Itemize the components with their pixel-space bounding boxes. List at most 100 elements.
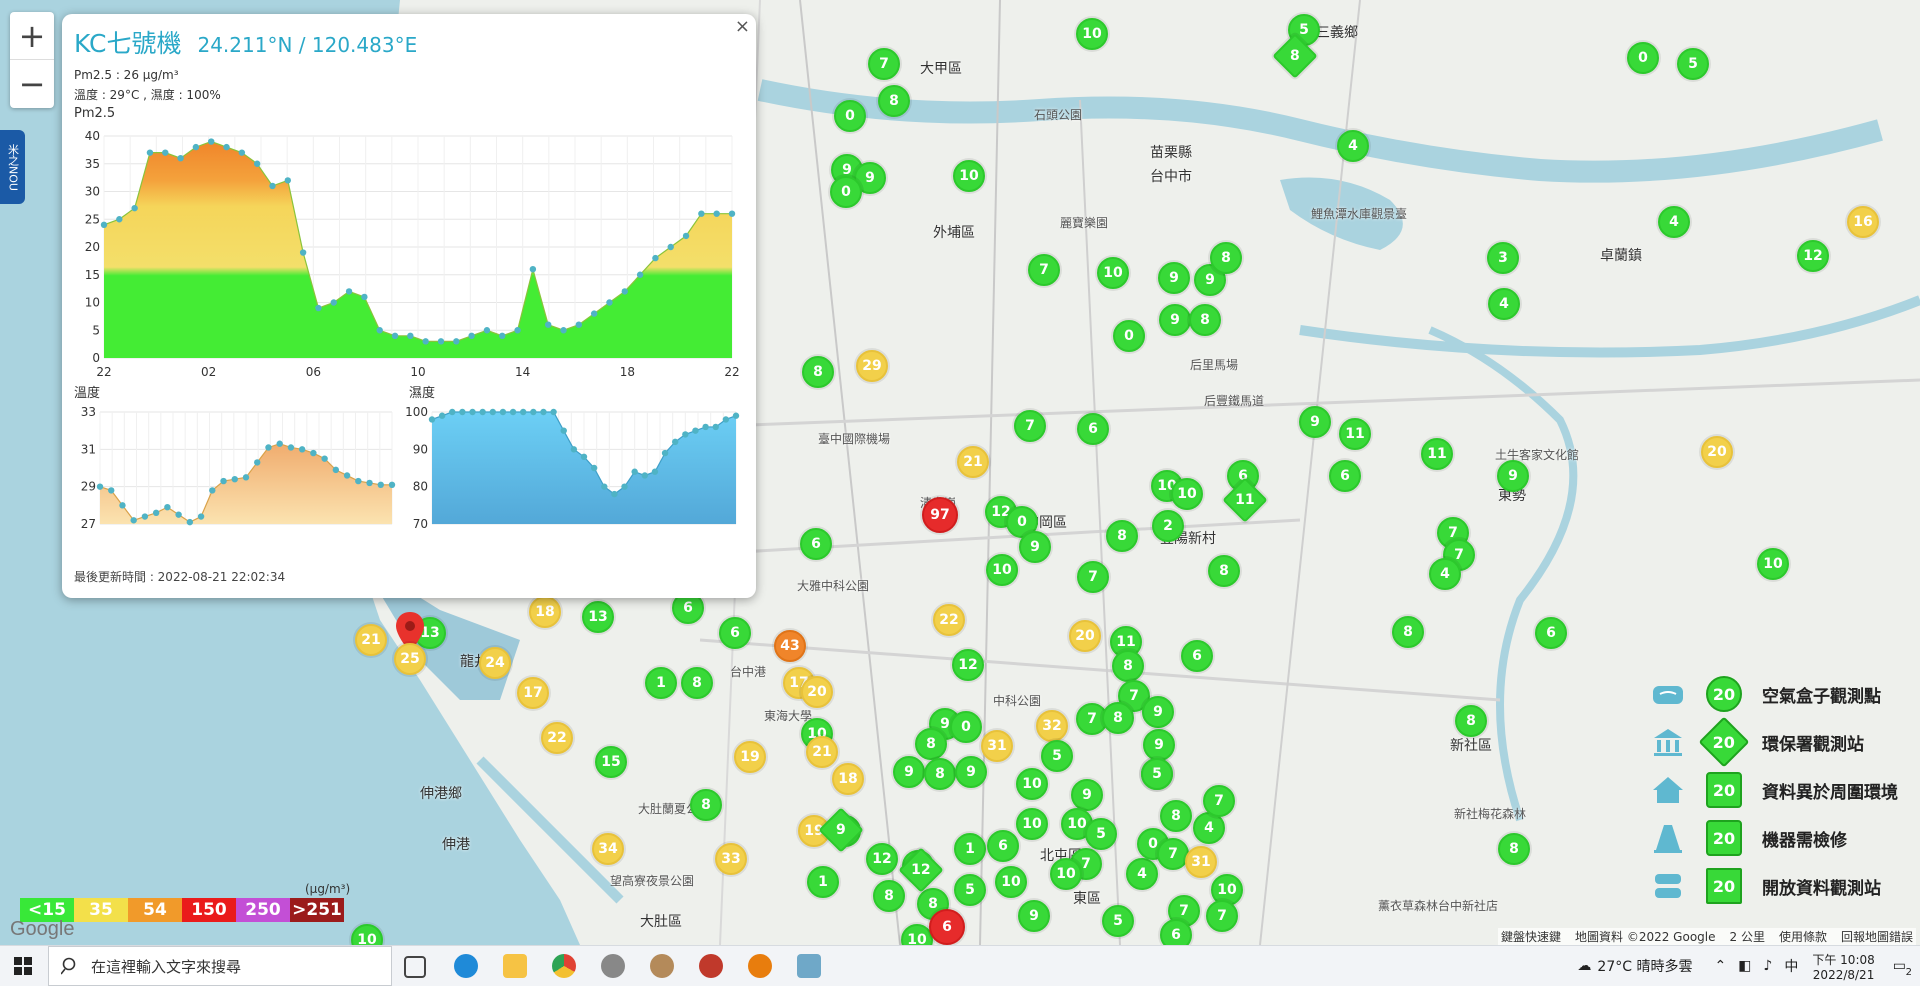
zoom-out-button[interactable]: − (18, 64, 46, 103)
station-marker[interactable]: 8 (1160, 800, 1192, 832)
station-marker[interactable]: 12 (1797, 240, 1829, 272)
compass-app-icon[interactable] (601, 954, 625, 978)
chevron-up-icon[interactable]: ⌃ (1714, 958, 1727, 974)
station-marker[interactable]: 43 (774, 630, 806, 662)
station-marker[interactable]: 16 (1847, 206, 1879, 238)
report-error-link[interactable]: 回報地圖錯誤 (1840, 930, 1913, 944)
selected-station-pin[interactable] (396, 612, 424, 656)
station-marker[interactable]: 4 (1658, 206, 1690, 238)
station-marker[interactable]: 8 (924, 758, 956, 790)
station-marker[interactable]: 4 (1429, 558, 1461, 590)
station-marker[interactable]: 5 (1085, 818, 1117, 850)
clock[interactable]: 下午 10:08 2022/8/21 (1812, 951, 1874, 982)
station-marker[interactable]: 5 (1141, 758, 1173, 790)
station-marker[interactable]: 8 (1102, 702, 1134, 734)
station-marker[interactable]: 17 (517, 677, 549, 709)
station-marker[interactable]: 10 (1016, 768, 1048, 800)
station-marker[interactable]: 9 (1071, 779, 1103, 811)
station-marker[interactable]: 9 (1158, 262, 1190, 294)
station-marker[interactable]: 8 (915, 728, 947, 760)
station-marker[interactable]: 10 (1097, 257, 1129, 289)
app-icon[interactable] (797, 954, 821, 978)
station-marker[interactable]: 8 (681, 667, 713, 699)
taskbar-search[interactable]: 在這裡輸入文字來搜尋 (48, 946, 392, 986)
station-marker[interactable]: 8 (690, 789, 722, 821)
station-marker[interactable]: 15 (595, 746, 627, 778)
station-marker[interactable]: 1 (645, 667, 677, 699)
station-marker[interactable]: 4 (1126, 858, 1158, 890)
network-icon[interactable]: ◧ (1738, 958, 1752, 974)
station-marker[interactable]: 9 (1497, 460, 1529, 492)
station-marker[interactable]: 20 (1701, 436, 1733, 468)
station-marker[interactable]: 10 (986, 554, 1018, 586)
edge-browser-icon[interactable] (454, 954, 478, 978)
station-marker[interactable]: 8 (1498, 833, 1530, 865)
scale-bar-text[interactable]: 2 公里 (1729, 930, 1765, 944)
station-marker[interactable]: 6 (1160, 919, 1192, 945)
station-marker[interactable]: 34 (592, 833, 624, 865)
station-marker[interactable]: 6 (929, 909, 965, 945)
close-popup-button[interactable]: × (734, 16, 750, 37)
task-view-icon[interactable] (404, 956, 426, 978)
station-marker[interactable]: 10 (1076, 18, 1108, 50)
station-marker[interactable]: 22 (541, 722, 573, 754)
station-marker[interactable]: 6 (800, 528, 832, 560)
station-marker[interactable]: 2 (1152, 510, 1184, 542)
station-marker[interactable]: 12 (866, 843, 898, 875)
station-marker[interactable]: 8 (878, 85, 910, 117)
station-marker[interactable]: 9 (1159, 304, 1191, 336)
station-marker[interactable]: 5 (1102, 905, 1134, 937)
volume-icon[interactable]: ♪ (1763, 958, 1773, 974)
station-marker[interactable]: 18 (832, 763, 864, 795)
station-marker[interactable]: 7 (1157, 838, 1189, 870)
station-marker[interactable]: 6 (719, 617, 751, 649)
station-marker[interactable]: 12 (952, 649, 984, 681)
station-marker[interactable]: 6 (1329, 460, 1361, 492)
ime-indicator[interactable]: 中 (1784, 959, 1799, 975)
station-marker[interactable]: 9 (1018, 900, 1050, 932)
station-marker[interactable]: 8 (1208, 555, 1240, 587)
zoom-in-button[interactable]: + (10, 12, 54, 60)
station-marker[interactable]: 7 (1203, 785, 1235, 817)
station-marker[interactable]: 10 (351, 924, 383, 945)
station-marker[interactable]: 97 (922, 497, 958, 533)
blender-icon[interactable] (748, 954, 772, 978)
station-marker[interactable]: 7 (1014, 410, 1046, 442)
station-marker[interactable]: 7 (1206, 900, 1238, 932)
station-marker[interactable]: 0 (1627, 42, 1659, 74)
station-marker[interactable]: 9 (1143, 729, 1175, 761)
station-marker[interactable]: 10 (1061, 808, 1093, 840)
file-explorer-icon[interactable] (503, 954, 527, 978)
station-marker[interactable]: 10 (901, 924, 933, 945)
app-icon[interactable] (699, 954, 723, 978)
station-marker[interactable]: 6 (1535, 617, 1567, 649)
station-marker[interactable]: 24 (479, 647, 511, 679)
station-marker[interactable]: 11 (1339, 418, 1371, 450)
station-marker[interactable]: 8 (802, 356, 834, 388)
station-marker[interactable]: 25 (394, 643, 426, 675)
chrome-browser-icon[interactable] (552, 954, 576, 978)
notification-icon[interactable]: ▭ 2 (1892, 958, 1912, 978)
station-marker[interactable]: 7 (1077, 561, 1109, 593)
station-marker[interactable]: 4 (1488, 288, 1520, 320)
station-marker[interactable]: 10 (1171, 478, 1203, 510)
station-marker[interactable]: 6 (1077, 413, 1109, 445)
station-marker[interactable]: 10 (1050, 858, 1082, 890)
station-marker[interactable]: 13 (582, 601, 614, 633)
station-marker[interactable]: 31 (1185, 846, 1217, 878)
station-marker[interactable]: 6 (1181, 640, 1213, 672)
station-marker[interactable]: 10 (953, 160, 985, 192)
app-icon[interactable] (650, 954, 674, 978)
station-marker[interactable]: 8 (1210, 242, 1242, 274)
station-marker[interactable]: 10 (1016, 808, 1048, 840)
station-marker[interactable]: 20 (1069, 620, 1101, 652)
side-panel-tab[interactable]: 米之NOU (0, 130, 25, 204)
windows-start-icon[interactable] (14, 957, 32, 975)
station-marker[interactable]: 8 (1392, 616, 1424, 648)
terms-link[interactable]: 使用條款 (1778, 930, 1827, 944)
station-marker[interactable]: 8 (1112, 650, 1144, 682)
station-marker[interactable]: 8 (873, 880, 905, 912)
station-marker[interactable]: 4 (1337, 130, 1369, 162)
station-marker[interactable]: 0 (830, 176, 862, 208)
station-marker[interactable]: 11 (1421, 438, 1453, 470)
